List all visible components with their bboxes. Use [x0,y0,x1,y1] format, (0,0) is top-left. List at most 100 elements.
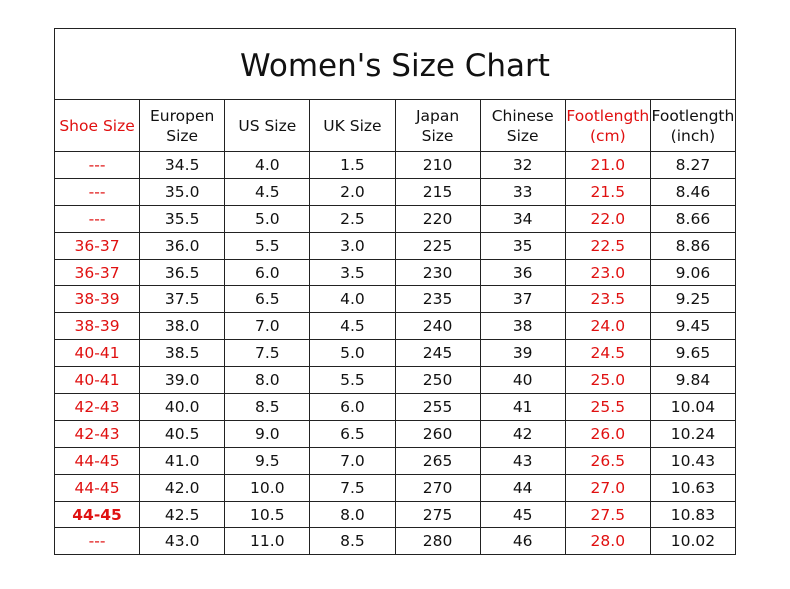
table-cell: 40 [479,366,566,395]
header-line: Footlength [651,106,735,125]
header-line: Shoe Size [59,116,135,135]
table-cell: 44-45 [53,446,141,475]
column-header: Japan Size [394,99,481,152]
table-cell: 8.86 [649,231,737,260]
table-cell: 37 [479,285,566,314]
header-line: US Size [238,116,297,135]
table-cell: 4.5 [224,177,311,206]
table-cell: 4.0 [224,151,311,179]
table-cell: 40.5 [139,419,226,448]
table-cell: 6.5 [309,419,396,448]
table-cell: 10.63 [649,473,737,502]
table-cell: 8.5 [309,527,396,556]
table-cell: 8.5 [224,393,311,421]
table-cell: 37.5 [139,285,226,314]
table-cell: 33 [479,177,566,206]
table-cell: 36 [479,258,566,287]
table-cell: 10.43 [649,446,737,475]
table-cell: 40.0 [139,393,226,421]
table-cell: 9.25 [649,285,737,314]
table-cell: 7.5 [309,473,396,502]
table-cell: 42.0 [139,473,226,502]
header-row: Shoe Size Europen Size US Size UK Size Japan S… [53,99,737,152]
table-row: 36-37 36.0 5.5 3.0 225 35 22.5 8.86 [53,231,737,260]
table-cell: 10.5 [224,500,311,529]
table-body: --- 34.5 4.0 1.5 210 32 21.0 8.27 --- 35.0 4.5 2.0 2… [53,151,737,556]
table-cell: 210 [394,151,481,179]
table-row: 42-43 40.0 8.5 6.0 255 41 25.5 10.04 [53,393,737,421]
table-cell: 36-37 [53,258,141,287]
table-cell: 24.5 [564,339,651,368]
table-cell: 6.0 [309,393,396,421]
table-row: 44-45 41.0 9.5 7.0 265 43 26.5 10.43 [53,446,737,475]
table-cell: 9.5 [224,446,311,475]
table-cell: 5.0 [224,204,311,233]
table-cell: 22.5 [564,231,651,260]
table-cell: 5.5 [309,366,396,395]
table-cell: 43 [479,446,566,475]
table-row: --- 43.0 11.0 8.5 280 46 28.0 10.02 [53,527,737,556]
table-cell: 235 [394,285,481,314]
table-cell: 10.83 [649,500,737,529]
table-cell: 240 [394,312,481,341]
table-cell: 35 [479,231,566,260]
table-cell: 6.0 [224,258,311,287]
table-row: 36-37 36.5 6.0 3.5 230 36 23.0 9.06 [53,258,737,287]
table-cell: 35.0 [139,177,226,206]
table-cell: 255 [394,393,481,421]
table-cell: 7.0 [224,312,311,341]
table-cell: 10.02 [649,527,737,556]
table-cell: 6.5 [224,285,311,314]
table-cell: 35.5 [139,204,226,233]
table-cell: 245 [394,339,481,368]
table-cell: 9.06 [649,258,737,287]
table-cell: 36.0 [139,231,226,260]
table-cell: 28.0 [564,527,651,556]
table-cell: 9.65 [649,339,737,368]
table-row: 40-41 39.0 8.0 5.5 250 40 25.0 9.84 [53,366,737,395]
table-cell: 38-39 [53,312,141,341]
table-cell: 23.5 [564,285,651,314]
header-line: Size [166,126,199,145]
table-cell: 44-45 [53,500,141,529]
table-cell: 11.0 [224,527,311,556]
table-cell: 21.5 [564,177,651,206]
table-cell: 22.0 [564,204,651,233]
table-row: 44-45 42.0 10.0 7.5 270 44 27.0 10.63 [53,473,737,502]
table-cell: 41.0 [139,446,226,475]
header-line: Size [506,126,539,145]
table-cell: 10.24 [649,419,737,448]
table-cell: 5.0 [309,339,396,368]
table-cell: 38-39 [53,285,141,314]
table-cell: 38 [479,312,566,341]
table-cell: 4.5 [309,312,396,341]
table-cell: 8.0 [224,366,311,395]
table-cell: 40-41 [53,366,141,395]
header-line: (cm) [589,126,626,145]
table-cell: 230 [394,258,481,287]
table-cell: 42-43 [53,393,141,421]
header-line: Size [421,126,454,145]
table-cell: 39 [479,339,566,368]
size-table: Women's Size Chart Shoe Size Europen Size U… [53,28,737,556]
table-cell: --- [53,177,141,206]
table-cell: 25.5 [564,393,651,421]
table-cell: 42.5 [139,500,226,529]
table-cell: 26.0 [564,419,651,448]
table-cell: 9.45 [649,312,737,341]
table-cell: --- [53,527,141,556]
table-cell: 10.04 [649,393,737,421]
table-cell: --- [53,151,141,179]
table-row: 38-39 37.5 6.5 4.0 235 37 23.5 9.25 [53,285,737,314]
table-cell: 41 [479,393,566,421]
table-cell: 1.5 [309,151,396,179]
table-cell: 220 [394,204,481,233]
column-header: Shoe Size [53,99,141,152]
table-cell: 270 [394,473,481,502]
table-cell: --- [53,204,141,233]
table-cell: 32 [479,151,566,179]
table-cell: 38.5 [139,339,226,368]
table-cell: 36.5 [139,258,226,287]
table-cell: 8.46 [649,177,737,206]
table-cell: 42 [479,419,566,448]
